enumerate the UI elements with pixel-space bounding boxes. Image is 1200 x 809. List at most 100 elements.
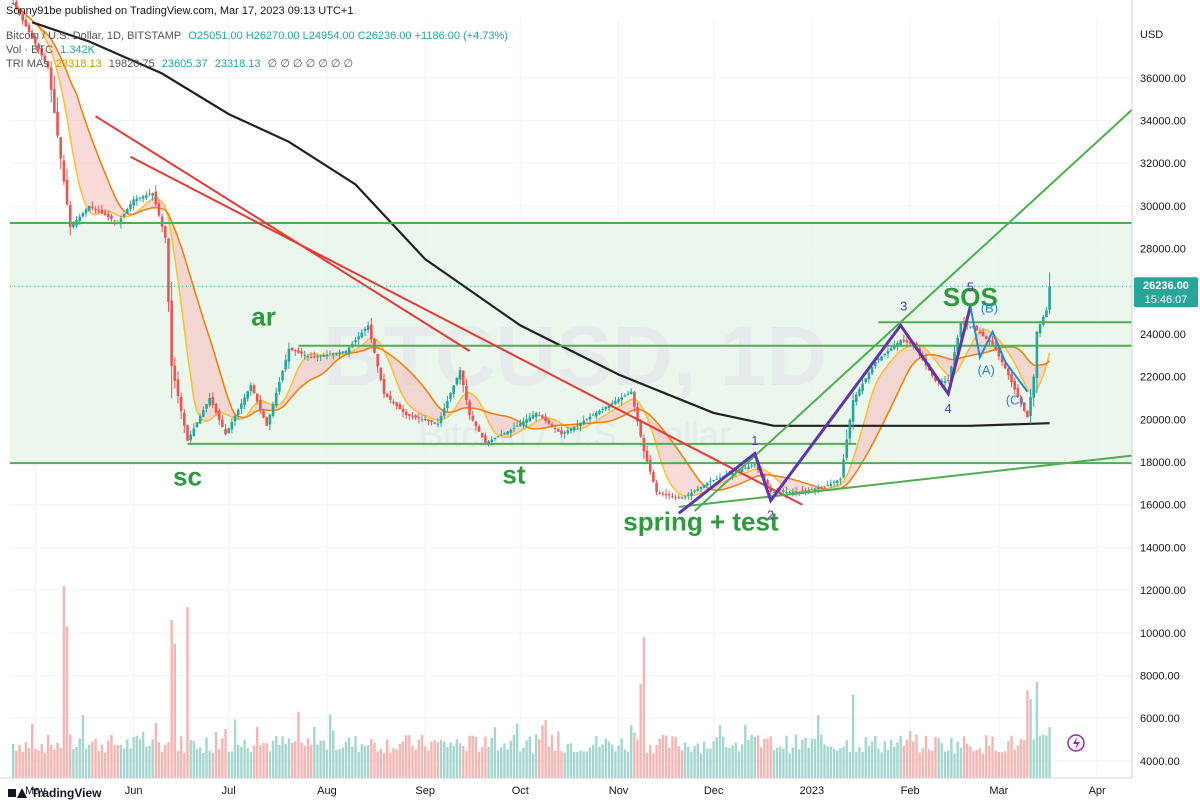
candle-body xyxy=(680,497,684,499)
ma-long-line xyxy=(31,21,1050,427)
volume-bar xyxy=(11,744,15,778)
volume-bar xyxy=(56,742,59,778)
time-tick-label: 2023 xyxy=(800,785,824,797)
candle-body xyxy=(192,428,196,436)
volume-bar xyxy=(43,752,47,778)
candle-body xyxy=(312,355,316,357)
candle-body xyxy=(202,410,205,417)
candle-body xyxy=(816,487,820,490)
ma-placeholders: ∅ ∅ ∅ ∅ ∅ ∅ ∅ xyxy=(267,58,354,70)
elliott-wave-path xyxy=(677,305,972,515)
price-tick-label: 6000.00 xyxy=(1140,713,1180,725)
volume-bar xyxy=(908,731,912,778)
volume-bar xyxy=(53,749,56,778)
volume-bar xyxy=(595,736,598,778)
candle-body xyxy=(839,479,842,481)
candle-body xyxy=(715,478,719,480)
candle-body xyxy=(458,370,462,380)
label-wave-1: 1 xyxy=(751,433,758,448)
moving-averages xyxy=(12,2,1051,497)
candle-body xyxy=(205,404,208,409)
candle-body xyxy=(801,490,804,492)
candle-body xyxy=(544,416,547,421)
volume-bar xyxy=(598,746,601,778)
volume-bar xyxy=(557,731,560,778)
candle-body xyxy=(569,428,573,431)
candle-body xyxy=(214,403,218,413)
label-sos: SOS xyxy=(943,282,998,312)
volume-bar xyxy=(408,735,411,778)
lightning-icon[interactable] xyxy=(1067,734,1085,752)
volume-bar xyxy=(927,749,931,778)
volume-bar xyxy=(763,738,766,778)
volume-bar xyxy=(693,746,696,778)
candle-body xyxy=(595,412,598,417)
candle-body xyxy=(208,398,211,406)
volume-bar xyxy=(946,750,950,778)
volume-bar xyxy=(347,737,351,778)
volume-bar xyxy=(515,723,519,778)
candle-body xyxy=(484,435,487,443)
volume-bar xyxy=(661,734,665,778)
volume-bar xyxy=(899,736,902,778)
candle-body xyxy=(173,365,177,381)
candle-body xyxy=(959,323,963,337)
candle-body xyxy=(950,366,953,380)
candle-body xyxy=(791,491,795,494)
volume-bar xyxy=(113,745,116,778)
volume-bar xyxy=(281,736,284,778)
volume-bar xyxy=(978,748,982,778)
candle-body xyxy=(512,427,516,429)
candle-body xyxy=(293,350,297,352)
volume-bar xyxy=(623,749,627,778)
candle-body xyxy=(528,417,532,422)
candle-body xyxy=(667,494,671,496)
volume-bar xyxy=(734,742,738,778)
volume-bar xyxy=(382,752,386,778)
volume-bar xyxy=(756,735,760,778)
volume-bar xyxy=(332,730,335,778)
candle-body xyxy=(886,351,890,354)
symbol-title[interactable]: Bitcoin / U.S. Dollar, 1D, BITSTAMP xyxy=(6,30,182,42)
volume-bar xyxy=(186,607,189,778)
volume-label[interactable]: Vol · BTC xyxy=(6,44,54,56)
volume-bar xyxy=(829,746,833,778)
volume-bar xyxy=(642,637,646,778)
candle-body xyxy=(658,492,662,494)
volume-bar xyxy=(27,747,31,778)
label-st: st xyxy=(502,459,525,489)
candle-body xyxy=(896,343,899,347)
candle-body xyxy=(636,407,639,422)
candle-body xyxy=(899,340,902,345)
volume-bar xyxy=(351,746,354,778)
candle-body xyxy=(471,415,475,421)
candle-body xyxy=(785,491,788,494)
price-tick-label: 30000.00 xyxy=(1140,201,1186,213)
volume-bar xyxy=(458,743,462,778)
ma-value-1: 23318.13 xyxy=(55,58,102,70)
candle-body xyxy=(240,403,243,409)
candle-body xyxy=(576,424,579,426)
publish-line: Sonny91be published on TradingView.com, … xyxy=(6,5,354,17)
volume-bar xyxy=(569,743,573,778)
volume-bar xyxy=(462,746,465,778)
volume-bar xyxy=(446,747,449,778)
volume-bar xyxy=(668,747,671,778)
candle-body xyxy=(487,441,490,444)
volume-value: 1.342K xyxy=(60,44,96,56)
footer: TradingView xyxy=(8,786,101,800)
volume-bar xyxy=(221,738,224,778)
label-wave-3: 3 xyxy=(900,298,907,313)
volume-bar xyxy=(772,750,776,778)
volume-bar xyxy=(1023,740,1026,778)
volume-bar xyxy=(563,752,566,778)
ma-label[interactable]: TRI MAs xyxy=(6,58,49,70)
volume-bar xyxy=(687,746,690,778)
volume-bar xyxy=(1032,739,1035,778)
volume-bar xyxy=(1019,738,1023,778)
volume-bar xyxy=(360,744,364,778)
volume-bar xyxy=(208,750,211,778)
candle-body xyxy=(300,351,303,354)
volume-bar xyxy=(443,741,446,778)
